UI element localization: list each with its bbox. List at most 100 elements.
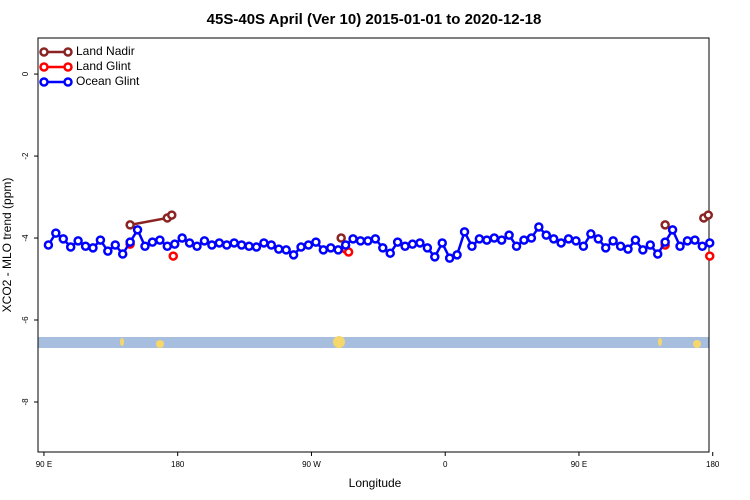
data-point — [615, 241, 626, 251]
data-point — [385, 248, 395, 258]
data-point — [147, 237, 158, 247]
legend-marker — [63, 77, 73, 87]
data-point — [430, 252, 440, 262]
y-axis-label: XCO2 - MLO trend (ppm) — [0, 178, 14, 313]
data-point — [363, 236, 373, 246]
data-point — [400, 241, 410, 251]
data-point — [667, 225, 678, 235]
data-point — [43, 240, 54, 250]
data-point — [571, 236, 581, 246]
x-axis-label: Longitude — [349, 476, 402, 490]
data-point — [623, 244, 633, 254]
data-point — [167, 210, 177, 220]
data-point — [214, 238, 225, 248]
data-point — [73, 236, 83, 246]
land-patch — [120, 338, 124, 346]
data-point — [370, 234, 381, 244]
data-point — [563, 234, 574, 244]
data-point — [519, 235, 529, 245]
data-point — [586, 229, 596, 239]
data-point — [548, 234, 559, 244]
y-tick-label: -6 — [21, 316, 30, 324]
data-point — [489, 233, 500, 243]
data-point — [675, 241, 685, 251]
data-point — [303, 240, 314, 250]
data-point — [125, 220, 135, 230]
data-point — [251, 242, 262, 252]
x-tick-label: 180 — [706, 460, 720, 469]
data-point — [526, 233, 537, 243]
data-point — [467, 241, 477, 251]
y-tick-label: -8 — [21, 398, 30, 406]
data-point — [296, 242, 306, 252]
x-tick-label: 0 — [443, 460, 448, 469]
legend-label: Land Glint — [76, 59, 131, 73]
surface-band — [38, 336, 709, 348]
data-point — [333, 245, 343, 255]
data-point — [690, 235, 700, 245]
legend-label: Land Nadir — [76, 44, 135, 58]
data-point — [638, 245, 648, 255]
data-point — [511, 241, 522, 251]
y-tick-label: 0 — [21, 71, 30, 76]
data-point — [229, 238, 239, 248]
data-point — [459, 227, 470, 237]
data-point — [80, 241, 91, 251]
data-point — [236, 240, 247, 250]
data-point — [392, 237, 403, 247]
x-tick-label: 90 E — [571, 460, 587, 469]
data-point — [221, 240, 232, 250]
data-point — [482, 235, 492, 245]
data-point — [192, 241, 202, 251]
data-point — [355, 236, 366, 246]
data-point — [125, 237, 135, 247]
data-point — [704, 238, 715, 248]
data-point — [496, 235, 507, 245]
data-point — [504, 230, 514, 240]
data-point — [169, 239, 180, 249]
data-point — [703, 210, 714, 220]
data-point — [534, 222, 544, 232]
legend-marker — [63, 47, 73, 57]
data-point — [682, 236, 693, 246]
data-point — [58, 234, 69, 244]
data-point — [336, 233, 346, 243]
data-point — [452, 250, 462, 260]
data-point — [407, 239, 418, 249]
data-point — [660, 220, 670, 230]
data-point — [259, 238, 269, 248]
land-patch — [333, 336, 345, 348]
data-point — [660, 237, 670, 247]
data-point — [422, 243, 433, 253]
x-tick-label: 180 — [171, 460, 185, 469]
data-point — [184, 238, 195, 248]
land-patch — [156, 340, 164, 348]
legend-label: Ocean Glint — [76, 74, 140, 88]
data-point — [415, 238, 425, 248]
legend-marker — [63, 62, 73, 72]
data-point — [103, 246, 113, 256]
data-point — [199, 236, 210, 246]
data-point — [51, 228, 61, 238]
data-point — [244, 241, 254, 251]
land-patch — [693, 340, 701, 348]
data-point — [281, 245, 291, 255]
data-point — [444, 253, 455, 263]
legend-marker — [39, 47, 49, 57]
data-point — [652, 249, 663, 259]
data-point — [578, 241, 589, 251]
data-point — [288, 250, 299, 260]
data-point — [348, 234, 358, 244]
chart-title: 45S-40S April (Ver 10) 2015-01-01 to 202… — [207, 11, 542, 28]
data-point — [266, 240, 277, 250]
data-point — [132, 225, 143, 235]
series-line — [129, 214, 709, 227]
data-point — [593, 234, 604, 244]
x-tick-label: 90 W — [302, 460, 321, 469]
data-point — [541, 230, 552, 240]
data-point — [437, 238, 447, 248]
data-point — [177, 233, 187, 243]
data-point — [697, 241, 708, 251]
ocean-band — [38, 337, 709, 348]
